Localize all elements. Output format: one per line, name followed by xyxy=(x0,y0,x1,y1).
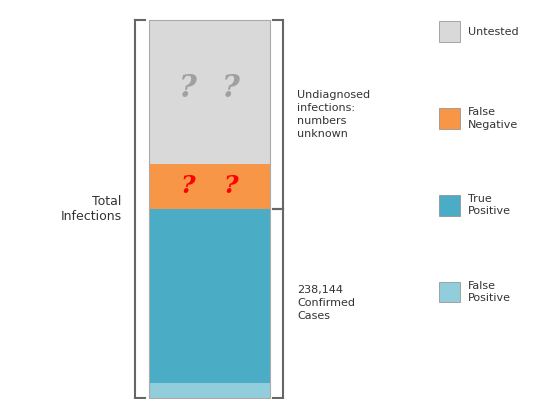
Bar xyxy=(149,20,270,164)
Text: Undiagnosed
infections:
numbers
unknown: Undiagnosed infections: numbers unknown xyxy=(297,90,370,139)
Text: ?: ? xyxy=(180,174,195,198)
Bar xyxy=(149,20,270,398)
Bar xyxy=(149,164,270,209)
Text: False
Positive: False Positive xyxy=(468,281,511,303)
Text: True
Positive: True Positive xyxy=(468,194,511,216)
Text: Total
Infections: Total Infections xyxy=(60,195,122,223)
Text: False
Negative: False Negative xyxy=(468,107,519,130)
Bar xyxy=(149,383,270,398)
Text: 238,144
Confirmed
Cases: 238,144 Confirmed Cases xyxy=(297,285,355,322)
Text: Untested: Untested xyxy=(468,27,519,37)
Text: ?: ? xyxy=(224,174,239,198)
Bar xyxy=(439,282,460,302)
Text: ?: ? xyxy=(179,73,196,104)
Bar xyxy=(439,21,460,42)
Bar xyxy=(439,108,460,129)
Bar xyxy=(149,209,270,383)
Text: ?: ? xyxy=(222,73,240,104)
Bar xyxy=(439,195,460,215)
